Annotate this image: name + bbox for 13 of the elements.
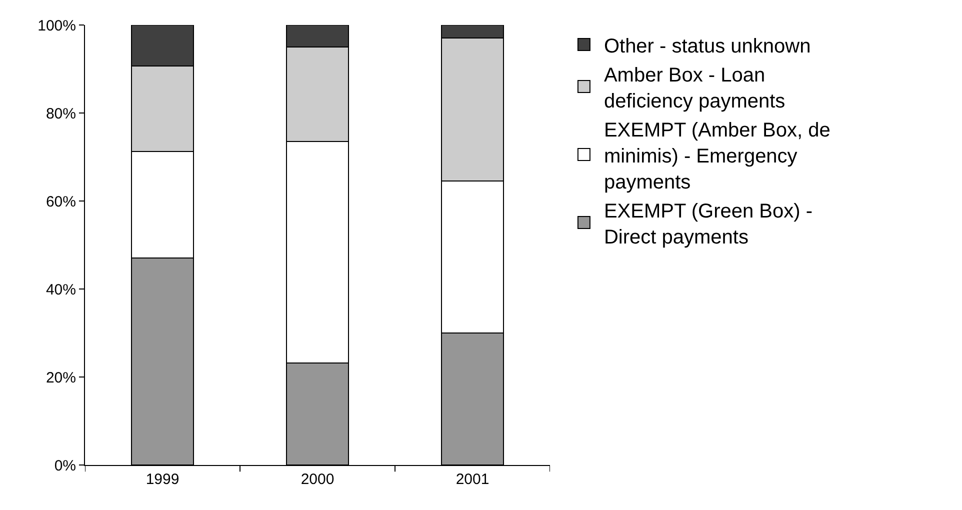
y-tick-label: 80% xyxy=(46,105,76,122)
y-tick-label: 20% xyxy=(46,369,76,386)
legend-label: Other - status unknown xyxy=(604,35,811,58)
legend-label: EXEMPT (Amber Box, de minimis) - Emergency payments xyxy=(604,119,830,194)
x-tick-label: 2001 xyxy=(456,471,490,488)
legend-label: EXEMPT (Green Box) - Direct payments xyxy=(604,200,813,248)
y-tick-label: 0% xyxy=(54,457,76,474)
x-tick-label: 2000 xyxy=(300,471,334,488)
x-tick-label: 1999 xyxy=(146,471,180,488)
legend-label: Amber Box - Loan deficiency payments xyxy=(604,64,786,112)
y-tick-label: 60% xyxy=(46,193,76,210)
y-tick-label: 100% xyxy=(38,17,76,34)
y-tick-label: 40% xyxy=(46,281,76,298)
